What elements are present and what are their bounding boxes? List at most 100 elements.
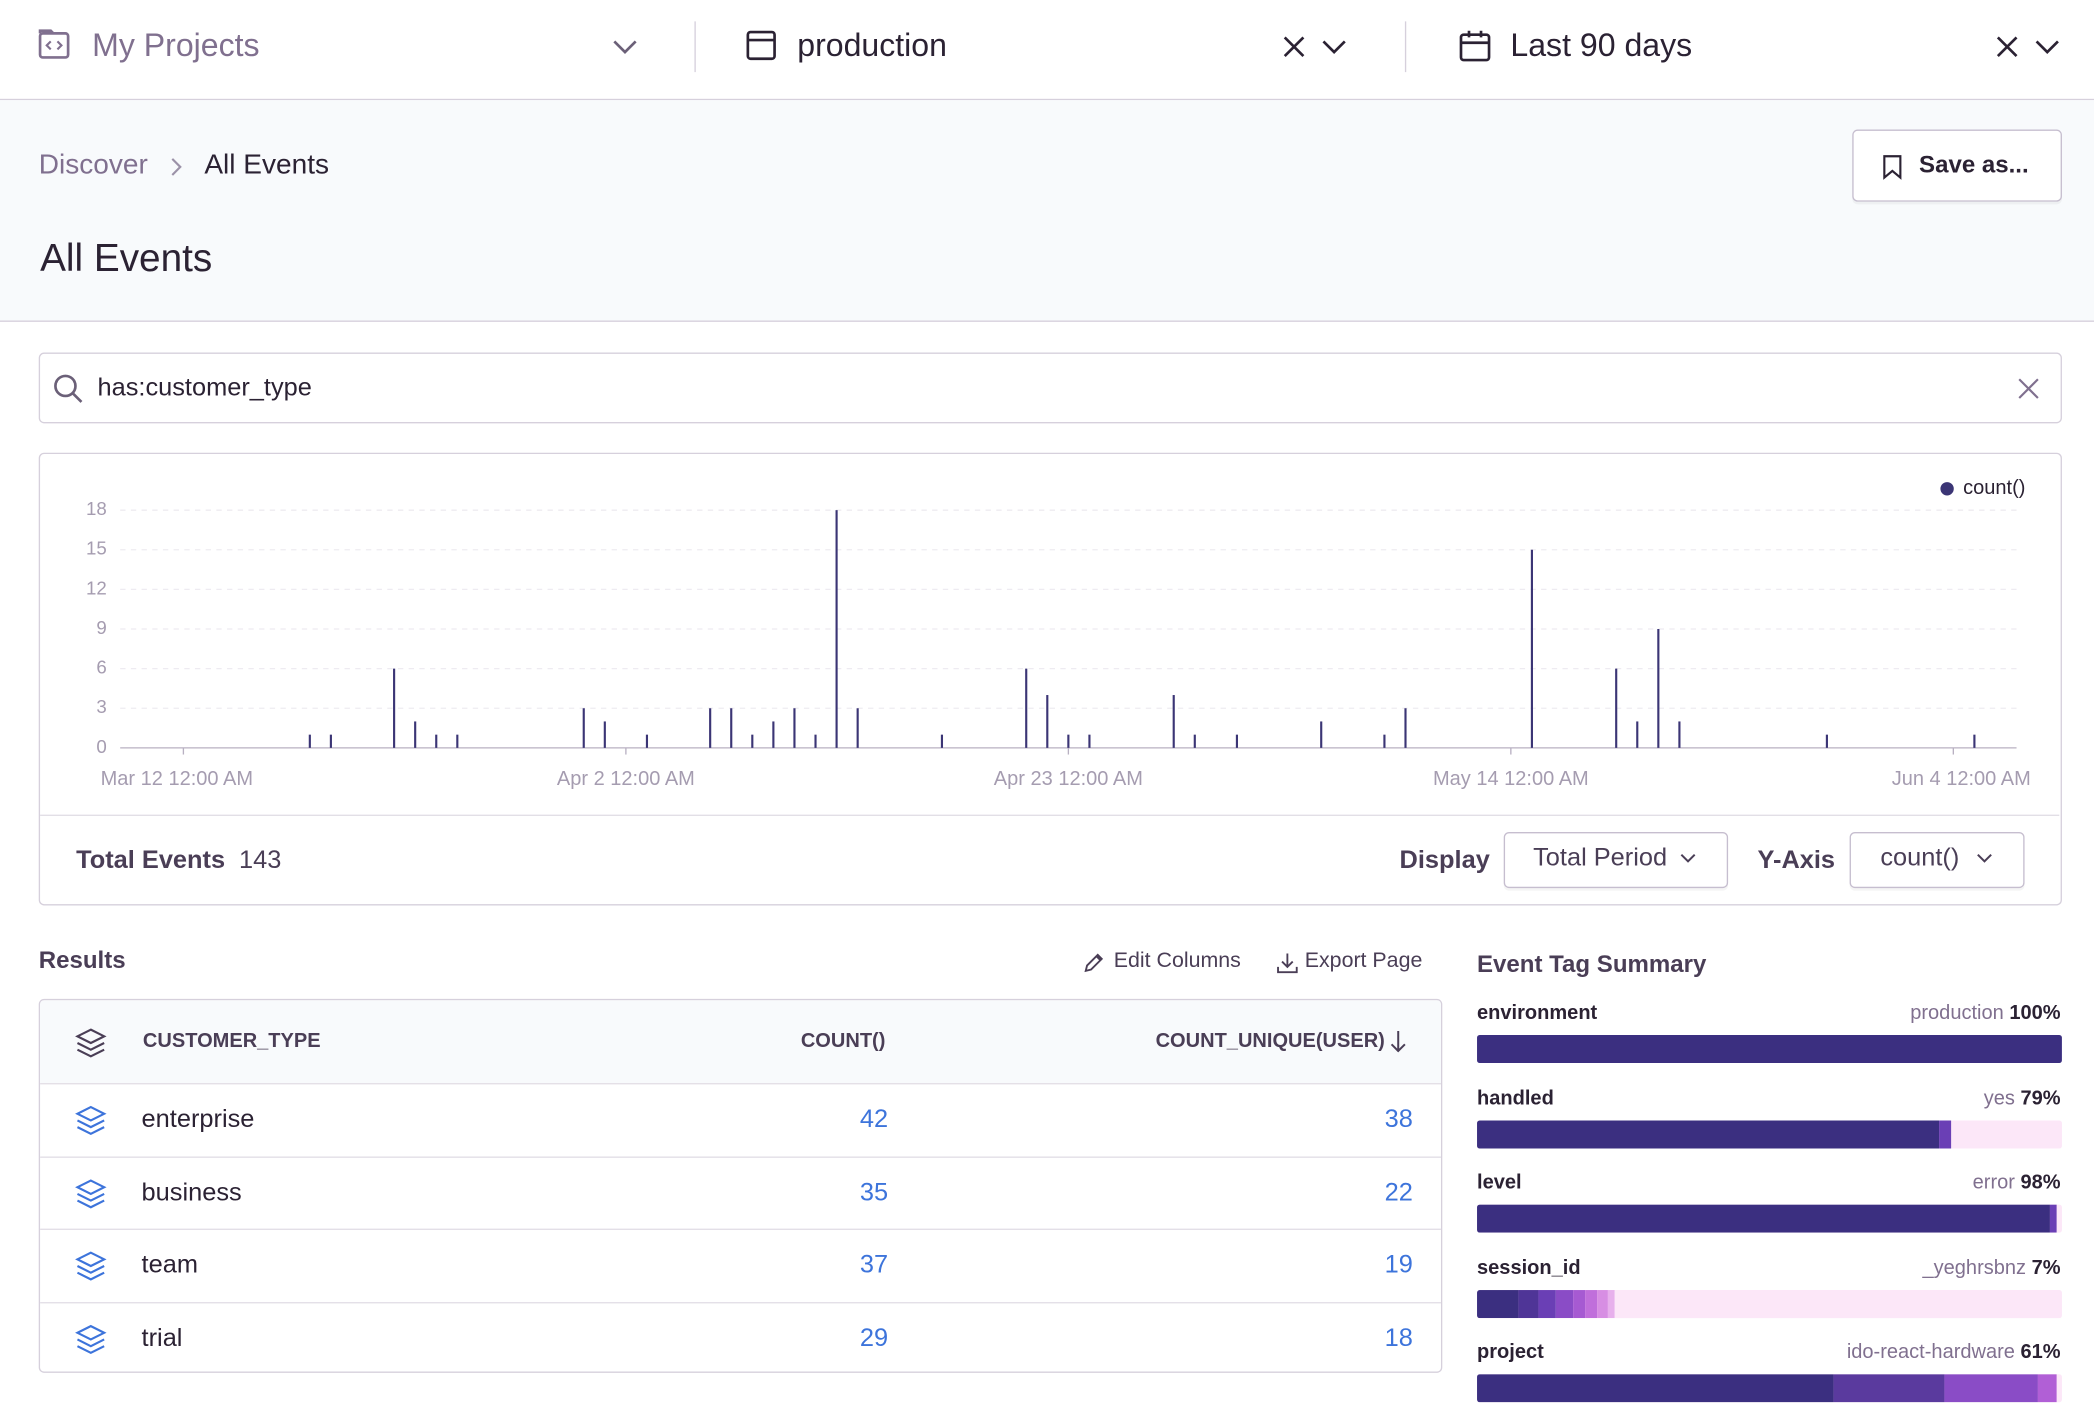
page-title: All Events xyxy=(40,238,212,282)
tag-segment[interactable] xyxy=(2039,1374,2057,1402)
tag-segment[interactable] xyxy=(1834,1374,1945,1402)
tags-title: Event Tag Summary xyxy=(1477,951,1706,979)
yaxis-value[interactable]: count() xyxy=(1880,844,1959,873)
cell-number[interactable]: 18 xyxy=(1385,1324,1413,1353)
edit-columns[interactable]: Edit Columns xyxy=(1114,950,1241,974)
tag-top: production 100% xyxy=(1910,1002,2060,1025)
stack-icon xyxy=(75,1250,107,1282)
cell-text: trial xyxy=(142,1324,183,1353)
clear-search[interactable] xyxy=(2017,377,2041,401)
tag-bar[interactable] xyxy=(1477,1289,2062,1317)
tag-segment[interactable] xyxy=(1477,1374,1834,1402)
x-tick-label: May 14 12:00 AM xyxy=(1433,768,1589,790)
tag-segment[interactable] xyxy=(1556,1289,1574,1317)
search-icon xyxy=(52,373,84,405)
chevron[interactable] xyxy=(612,37,639,56)
bar xyxy=(1404,708,1406,748)
export-icon xyxy=(1275,951,1299,975)
bar xyxy=(772,721,774,747)
save-label[interactable]: Save as... xyxy=(1919,151,2029,179)
stack-icon xyxy=(75,1104,107,1136)
tag-percent: 7% xyxy=(2032,1256,2061,1279)
tag-segment[interactable] xyxy=(1477,1035,2062,1063)
bar xyxy=(1383,735,1385,748)
tag-bar[interactable] xyxy=(1477,1374,2062,1402)
bar xyxy=(583,708,585,748)
clear-chevron[interactable] xyxy=(1993,33,2062,60)
tag-segment[interactable] xyxy=(1477,1289,1518,1317)
tag-percent: 79% xyxy=(2021,1086,2061,1109)
column-header[interactable]: CUSTOMER_TYPE xyxy=(143,1030,321,1053)
chevron xyxy=(1679,852,1698,865)
legend-label[interactable]: count() xyxy=(1963,477,2025,499)
environment-selector[interactable]: production xyxy=(797,28,947,65)
tag-segment[interactable] xyxy=(1573,1289,1585,1317)
cell-number[interactable]: 35 xyxy=(860,1179,888,1208)
tag-segment[interactable] xyxy=(1477,1120,1939,1148)
tag-bar[interactable] xyxy=(1477,1120,2062,1148)
bar xyxy=(857,708,859,748)
tag-percent: 98% xyxy=(2021,1171,2061,1194)
bar xyxy=(1531,550,1533,748)
period-selector[interactable]: Last 90 days xyxy=(1510,28,1692,65)
tag-segment[interactable] xyxy=(1945,1374,2039,1402)
stack-icon xyxy=(75,1177,107,1209)
bar xyxy=(1636,721,1638,747)
bar xyxy=(1615,669,1617,748)
cell-text: enterprise xyxy=(142,1106,255,1135)
table-row: trial 29 18 xyxy=(40,1301,1442,1372)
bar xyxy=(1826,735,1828,748)
title-area xyxy=(0,100,2094,322)
y-tick-label: 0 xyxy=(96,736,106,757)
tag-segment[interactable] xyxy=(1477,1205,2050,1233)
export-page[interactable]: Export Page xyxy=(1305,950,1423,974)
tag-top: ido-react-hardware 61% xyxy=(1847,1341,2061,1364)
bar xyxy=(646,735,648,748)
tag-bar[interactable] xyxy=(1477,1205,2062,1233)
divider xyxy=(694,21,695,72)
search-box[interactable] xyxy=(39,353,2062,424)
bar xyxy=(730,708,732,748)
cell-number[interactable]: 22 xyxy=(1385,1179,1413,1208)
breadcrumb-link[interactable]: Discover xyxy=(39,150,148,182)
stack-shape xyxy=(77,1107,104,1134)
bar xyxy=(1194,735,1196,748)
tag-top-value: _yeghrsbnz xyxy=(1922,1256,2026,1279)
total-value: 143 xyxy=(239,847,281,876)
tag-segment[interactable] xyxy=(1518,1289,1538,1317)
tag-segment[interactable] xyxy=(1585,1289,1597,1317)
tag-segment[interactable] xyxy=(1597,1289,1609,1317)
table-row: enterprise 42 38 xyxy=(40,1083,1442,1156)
tag-segment[interactable] xyxy=(1609,1289,1615,1317)
results-title: Results xyxy=(39,947,126,975)
bar xyxy=(1173,695,1175,748)
tag-top: _yeghrsbnz 7% xyxy=(1922,1256,2060,1279)
cell-number[interactable]: 29 xyxy=(860,1324,888,1353)
cell-number[interactable]: 37 xyxy=(860,1251,888,1280)
cell-number[interactable]: 19 xyxy=(1385,1251,1413,1280)
project-selector[interactable]: My Projects xyxy=(92,28,259,65)
tag-segment[interactable] xyxy=(1939,1120,1951,1148)
tag-segment[interactable] xyxy=(1538,1289,1556,1317)
cell-number[interactable]: 42 xyxy=(860,1106,888,1135)
y-tick-label: 9 xyxy=(96,617,106,638)
tag-name: level xyxy=(1477,1171,1522,1194)
y-tick-label: 18 xyxy=(86,498,107,519)
column-header[interactable]: COUNT() xyxy=(801,1030,886,1053)
clear-chevron[interactable] xyxy=(1279,33,1348,60)
table-row: team 37 19 xyxy=(40,1229,1442,1302)
x-tick-label: Apr 23 12:00 AM xyxy=(994,768,1143,790)
column-header[interactable]: COUNT_UNIQUE(USER) xyxy=(1156,1030,1385,1053)
cell-number[interactable]: 38 xyxy=(1385,1106,1413,1135)
search-query[interactable]: has:customer_type xyxy=(97,374,311,403)
tag-segment[interactable] xyxy=(2050,1205,2056,1233)
y-tick-label: 3 xyxy=(96,696,106,717)
cell-text: team xyxy=(142,1251,198,1280)
tag-bar[interactable] xyxy=(1477,1035,2062,1063)
display-value[interactable]: Total Period xyxy=(1533,844,1667,873)
sort-icon[interactable] xyxy=(1389,1030,1408,1054)
tag-top: yes 79% xyxy=(1984,1086,2061,1109)
tag-top-value: error xyxy=(1973,1171,2015,1194)
calendar-icon xyxy=(1458,29,1493,64)
